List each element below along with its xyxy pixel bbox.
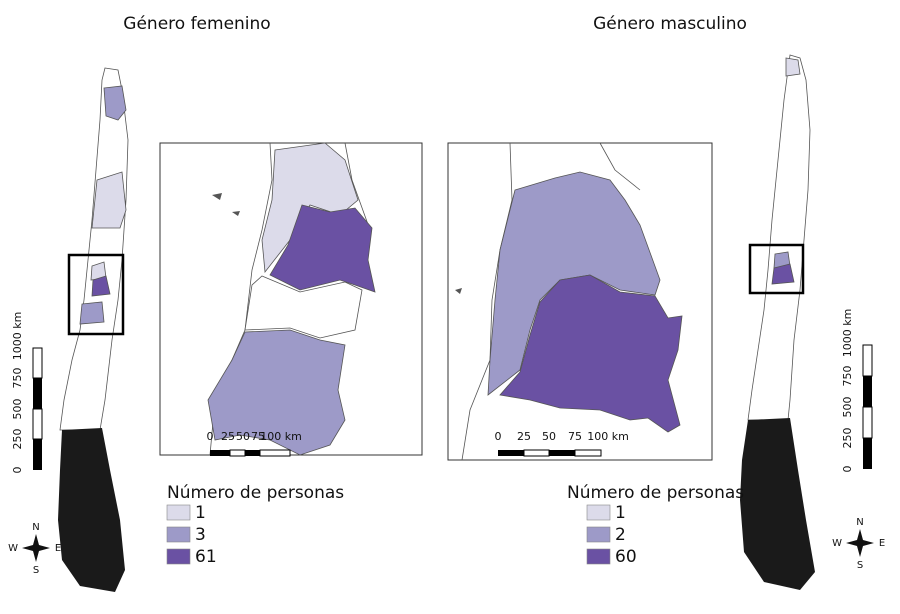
legend-swatch xyxy=(586,548,611,565)
compass-label: S xyxy=(33,565,39,576)
region xyxy=(771,263,795,285)
scale-label: 1000 km xyxy=(841,309,854,358)
scale-label: 0 xyxy=(11,467,24,474)
inset-scale: 0 25 50 75 100 km xyxy=(207,430,302,457)
legend-label: 1 xyxy=(615,503,626,523)
scale-label: 250 xyxy=(841,428,854,449)
legend-label: 1 xyxy=(195,503,206,523)
scale-label: 0 xyxy=(207,430,214,443)
scale-label: 750 xyxy=(11,368,24,389)
region xyxy=(269,204,376,293)
compass-label: S xyxy=(857,560,863,571)
scale-label: 100 km xyxy=(260,430,302,443)
region xyxy=(91,171,127,229)
scale-label: 25 xyxy=(221,430,235,443)
region xyxy=(79,301,105,325)
compass: N S E W xyxy=(832,517,885,571)
legend-swatch xyxy=(166,548,191,565)
inset-scale: 0 25 50 75 100 km xyxy=(495,430,629,457)
scale-label: 250 xyxy=(11,429,24,450)
scale-label: 0 xyxy=(495,430,502,443)
compass-label: N xyxy=(856,517,863,528)
scale-label: 500 xyxy=(841,397,854,418)
region xyxy=(785,57,801,77)
region xyxy=(261,142,359,274)
scale-label: 50 xyxy=(542,430,556,443)
legend-label: 61 xyxy=(195,547,217,567)
legend-label: 60 xyxy=(615,547,637,567)
legend-swatch xyxy=(586,526,611,543)
legend-label: 2 xyxy=(615,525,626,545)
legend-swatch xyxy=(166,504,191,521)
compass-label: E xyxy=(879,538,885,549)
compass-label: N xyxy=(32,522,39,533)
scale-label: 75 xyxy=(568,430,582,443)
scale-label: 25 xyxy=(517,430,531,443)
region xyxy=(499,274,683,433)
compass-label: E xyxy=(55,543,61,554)
panel-title: Género masculino xyxy=(593,14,747,34)
legend-title: Número de personas xyxy=(567,483,744,503)
legend-title: Número de personas xyxy=(167,483,344,503)
scale-label: 500 xyxy=(11,399,24,420)
inset-map xyxy=(447,142,713,461)
legend-swatch xyxy=(586,504,611,521)
compass-label: W xyxy=(8,543,18,554)
compass: N S E W xyxy=(8,522,61,576)
legend-swatch xyxy=(166,526,191,543)
scale-label: 0 xyxy=(841,466,854,473)
country-map xyxy=(58,67,129,592)
panel-title: Género femenino xyxy=(123,14,270,34)
compass-label: W xyxy=(832,538,842,549)
scale-label: 750 xyxy=(841,366,854,387)
inset-map xyxy=(159,142,423,456)
scale-label: 1000 km xyxy=(11,312,24,361)
region xyxy=(103,85,127,121)
map-scale: 0 250 500 750 1000 km xyxy=(11,312,43,474)
region xyxy=(207,329,346,456)
scale-label: 100 km xyxy=(587,430,629,443)
region xyxy=(91,275,111,297)
scale-label: 50 xyxy=(236,430,250,443)
map-scale: 0 250 500 750 1000 km xyxy=(841,309,873,473)
scale-label: 75 xyxy=(251,430,265,443)
legend-label: 3 xyxy=(195,525,206,545)
country-map xyxy=(740,54,815,590)
